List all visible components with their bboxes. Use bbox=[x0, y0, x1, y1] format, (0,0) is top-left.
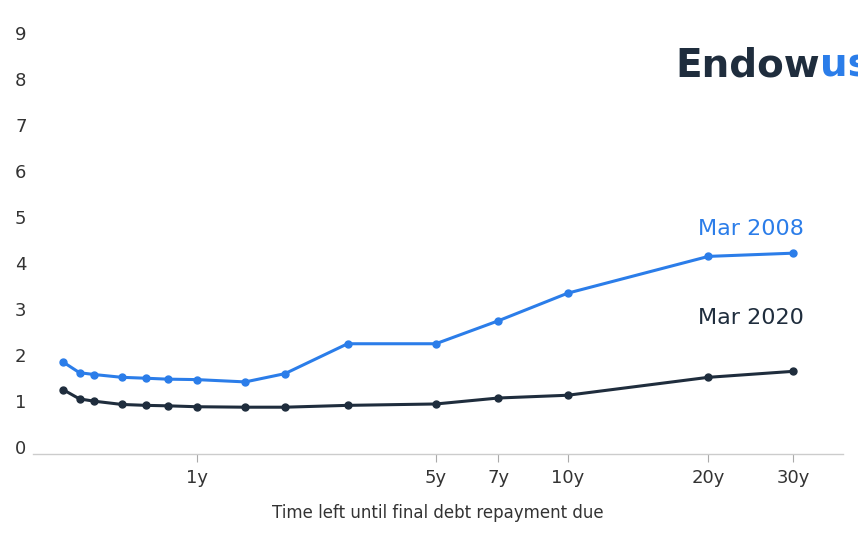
Text: Mar 2020: Mar 2020 bbox=[698, 307, 804, 328]
Text: us: us bbox=[820, 47, 858, 84]
Text: Mar 2008: Mar 2008 bbox=[698, 219, 804, 239]
X-axis label: Time left until final debt repayment due: Time left until final debt repayment due bbox=[272, 504, 604, 522]
Text: Endow: Endow bbox=[675, 47, 820, 84]
